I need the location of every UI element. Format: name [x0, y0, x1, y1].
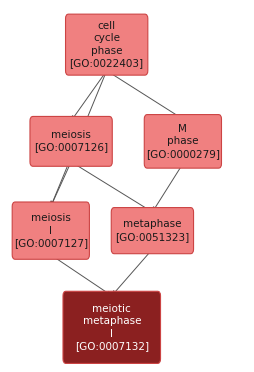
FancyBboxPatch shape: [144, 115, 221, 168]
FancyBboxPatch shape: [63, 291, 161, 363]
FancyBboxPatch shape: [66, 14, 148, 75]
Text: metaphase
[GO:0051323]: metaphase [GO:0051323]: [115, 219, 189, 242]
Text: meiosis
[GO:0007126]: meiosis [GO:0007126]: [34, 130, 108, 153]
FancyBboxPatch shape: [30, 116, 112, 166]
FancyBboxPatch shape: [111, 208, 194, 254]
Text: cell
cycle
phase
[GO:0022403]: cell cycle phase [GO:0022403]: [70, 21, 144, 68]
Text: meiotic
metaphase
I
[GO:0007132]: meiotic metaphase I [GO:0007132]: [75, 304, 149, 351]
Text: M
phase
[GO:0000279]: M phase [GO:0000279]: [146, 124, 220, 159]
FancyBboxPatch shape: [12, 202, 89, 259]
Text: meiosis
I
[GO:0007127]: meiosis I [GO:0007127]: [14, 213, 88, 248]
